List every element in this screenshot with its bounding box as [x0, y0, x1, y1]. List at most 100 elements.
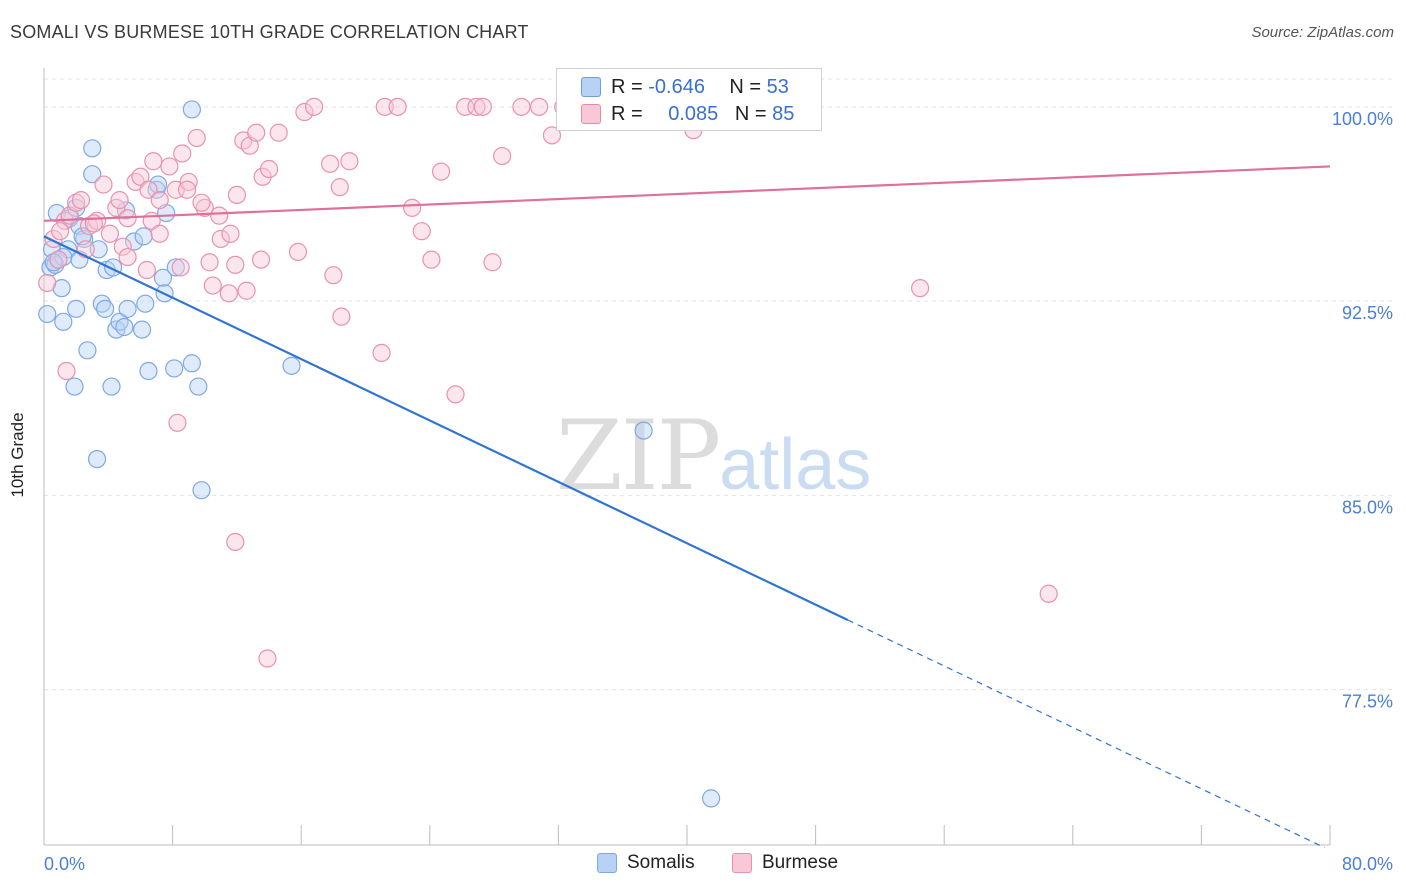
- burmese-point: [67, 193, 86, 212]
- somalis-point: [182, 354, 201, 373]
- legend-r-label: R =: [611, 102, 643, 125]
- burmese-point: [49, 250, 68, 269]
- burmese-point: [100, 224, 120, 243]
- y-tick-label: 77.5%: [1342, 692, 1393, 712]
- series-legend: Somalis Burmese: [0, 852, 1406, 878]
- burmese-point: [258, 649, 277, 668]
- burmese-point: [173, 144, 192, 163]
- legend-item-burmese[interactable]: Burmese: [732, 852, 838, 874]
- burmese-point: [211, 229, 230, 249]
- burmese-point: [403, 198, 422, 217]
- burmese-point: [372, 343, 391, 362]
- burmese-point: [131, 167, 150, 186]
- burmese-point: [431, 162, 451, 181]
- somalis-point: [67, 299, 86, 318]
- somalis-point: [166, 258, 185, 277]
- somalis-point: [182, 100, 201, 119]
- somalis-point: [78, 341, 97, 360]
- burmese-point: [210, 206, 229, 225]
- burmese-point: [530, 97, 549, 116]
- somalis-point: [54, 247, 73, 267]
- legend-item-somalis[interactable]: Somalis: [597, 852, 695, 874]
- legend-label-burmese: Burmese: [762, 852, 839, 873]
- somalis-point: [115, 317, 134, 337]
- burmese-point: [168, 413, 187, 432]
- burmese-point: [177, 180, 197, 199]
- legend-swatch-burmese: [732, 853, 752, 873]
- burmese-point: [57, 361, 76, 381]
- burmese-point: [446, 385, 465, 404]
- somalis-point: [95, 299, 115, 318]
- burmese-point: [139, 180, 158, 199]
- burmese-point: [542, 126, 562, 145]
- burmese-point: [332, 307, 351, 326]
- watermark-atlas: atlas: [719, 425, 872, 505]
- burmese-point: [269, 123, 288, 142]
- burmese-point: [137, 260, 156, 280]
- source-label: Source: ZipAtlas.com: [1251, 24, 1394, 41]
- somalis-point: [136, 294, 155, 313]
- burmese-point: [38, 273, 57, 293]
- burmese-point: [388, 97, 407, 116]
- y-tick-label: 92.5%: [1342, 303, 1393, 323]
- legend-r-value: -0.646: [648, 75, 705, 98]
- burmese-point: [118, 247, 137, 267]
- burmese-point: [237, 281, 256, 300]
- burmese-point: [94, 175, 113, 194]
- burmese-point: [247, 123, 266, 142]
- x-tick-label: 80.0%: [1342, 854, 1393, 874]
- burmese-point: [251, 250, 271, 269]
- burmese-point: [259, 159, 279, 179]
- somalis-point: [189, 377, 208, 396]
- somalis-point: [702, 789, 721, 808]
- burmese-point: [467, 97, 486, 116]
- legend-n-label: N =: [734, 102, 767, 125]
- somalis-point: [192, 481, 211, 500]
- y-tick-label: 85.0%: [1342, 497, 1393, 517]
- legend-r-value: 0.085: [668, 102, 719, 125]
- burmese-point: [226, 532, 245, 552]
- burmese-trend-line: [43, 165, 1331, 222]
- burmese-point: [473, 97, 492, 116]
- burmese-point: [288, 242, 308, 261]
- burmese-point: [483, 253, 502, 272]
- burmese-point: [110, 190, 129, 210]
- y-tick-label: 100.0%: [1332, 109, 1393, 129]
- burmese-point: [321, 154, 340, 173]
- burmese-point: [150, 224, 169, 243]
- burmese-point: [226, 255, 245, 274]
- somalis-point: [165, 359, 184, 378]
- burmese-point: [375, 97, 394, 116]
- burmese-point: [304, 97, 324, 116]
- burmese-point: [1039, 584, 1058, 603]
- somalis-point: [110, 312, 129, 331]
- somalis-point: [54, 312, 73, 331]
- burmese-point: [160, 157, 179, 176]
- somalis-point: [134, 227, 153, 246]
- burmese-point: [324, 266, 343, 285]
- legend-swatch-somalis: [581, 77, 601, 97]
- somalis-point: [634, 421, 653, 440]
- chart-title: SOMALI VS BURMESE 10TH GRADE CORRELATION…: [10, 22, 529, 42]
- somalis-point: [89, 240, 108, 259]
- legend-row-somalis: R = -0.646 N = 53: [557, 73, 789, 101]
- burmese-point: [50, 222, 70, 241]
- somalis-point: [92, 294, 111, 313]
- burmese-point: [87, 211, 107, 230]
- somalis-point: [149, 175, 168, 194]
- legend-swatch-somalis: [597, 853, 617, 873]
- somalis-point: [65, 377, 84, 396]
- somalis-point: [118, 299, 137, 318]
- burmese-point: [340, 152, 359, 171]
- burmese-point: [171, 258, 190, 277]
- legend-swatch-burmese: [581, 104, 601, 124]
- burmese-point: [910, 279, 930, 298]
- burmese-point: [187, 128, 206, 148]
- burmese-point: [412, 222, 431, 241]
- burmese-point: [227, 185, 246, 205]
- somalis-point: [83, 139, 102, 158]
- legend-n-value: 85: [772, 102, 795, 125]
- somalis-trend-extension: [847, 619, 1325, 849]
- somalis-point: [52, 279, 71, 298]
